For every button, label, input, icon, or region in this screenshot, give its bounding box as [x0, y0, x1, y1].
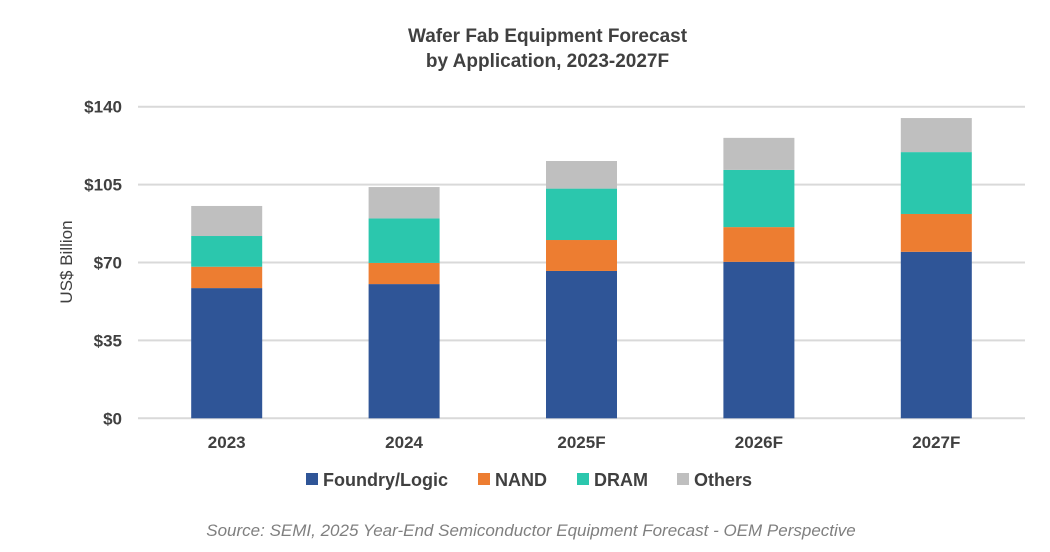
legend-label: Others: [694, 470, 752, 490]
bar-segment-nand: [546, 240, 617, 271]
bar-segment-dram: [191, 236, 263, 267]
x-tick-label: 2026F: [735, 433, 783, 452]
y-tick-label: $70: [94, 254, 122, 273]
bar-segment-others: [723, 137, 795, 170]
x-tick-label: 2027F: [912, 433, 960, 452]
legend-label: Foundry/Logic: [323, 470, 448, 490]
legend-swatch: [306, 473, 318, 485]
bar-segment-nand: [191, 266, 263, 289]
legend-label: DRAM: [594, 470, 648, 490]
legend-swatch: [577, 473, 589, 485]
bar-segment-others: [546, 161, 617, 189]
x-tick-label: 2025F: [557, 433, 605, 452]
legend-swatch: [677, 473, 689, 485]
chart-subtitle: by Application, 2023-2027F: [425, 51, 670, 72]
bar-segment-others: [900, 118, 972, 153]
bar-segment-foundry-logic: [191, 288, 263, 419]
x-tick-label: 2024: [385, 433, 423, 452]
y-tick-label: $35: [94, 331, 122, 350]
bar-segment-foundry-logic: [546, 270, 617, 419]
bar-segment-foundry-logic: [368, 284, 440, 419]
chart-source: Source: SEMI, 2025 Year-End Semiconducto…: [206, 521, 856, 540]
bar-segment-dram: [546, 188, 617, 241]
y-tick-label: $105: [84, 176, 122, 195]
bar-segment-nand: [368, 262, 440, 285]
bar-segment-foundry-logic: [900, 251, 972, 419]
bar-segment-others: [368, 187, 440, 219]
bar-segment-nand: [723, 227, 795, 262]
bar-segment-others: [191, 205, 263, 237]
bar-segment-foundry-logic: [723, 261, 795, 419]
bar-segment-dram: [368, 218, 440, 263]
y-tick-label: $0: [103, 409, 122, 428]
legend-label: NAND: [495, 470, 547, 490]
x-tick-label: 2023: [208, 433, 246, 452]
bar-segment-dram: [723, 169, 795, 228]
chart-title: Wafer Fab Equipment Forecast: [407, 26, 688, 47]
y-tick-label: $140: [84, 98, 122, 117]
bar-segment-dram: [900, 152, 972, 214]
bar-segment-nand: [900, 213, 972, 252]
legend-swatch: [478, 473, 490, 485]
y-axis-label: US$ Billion: [57, 220, 76, 303]
